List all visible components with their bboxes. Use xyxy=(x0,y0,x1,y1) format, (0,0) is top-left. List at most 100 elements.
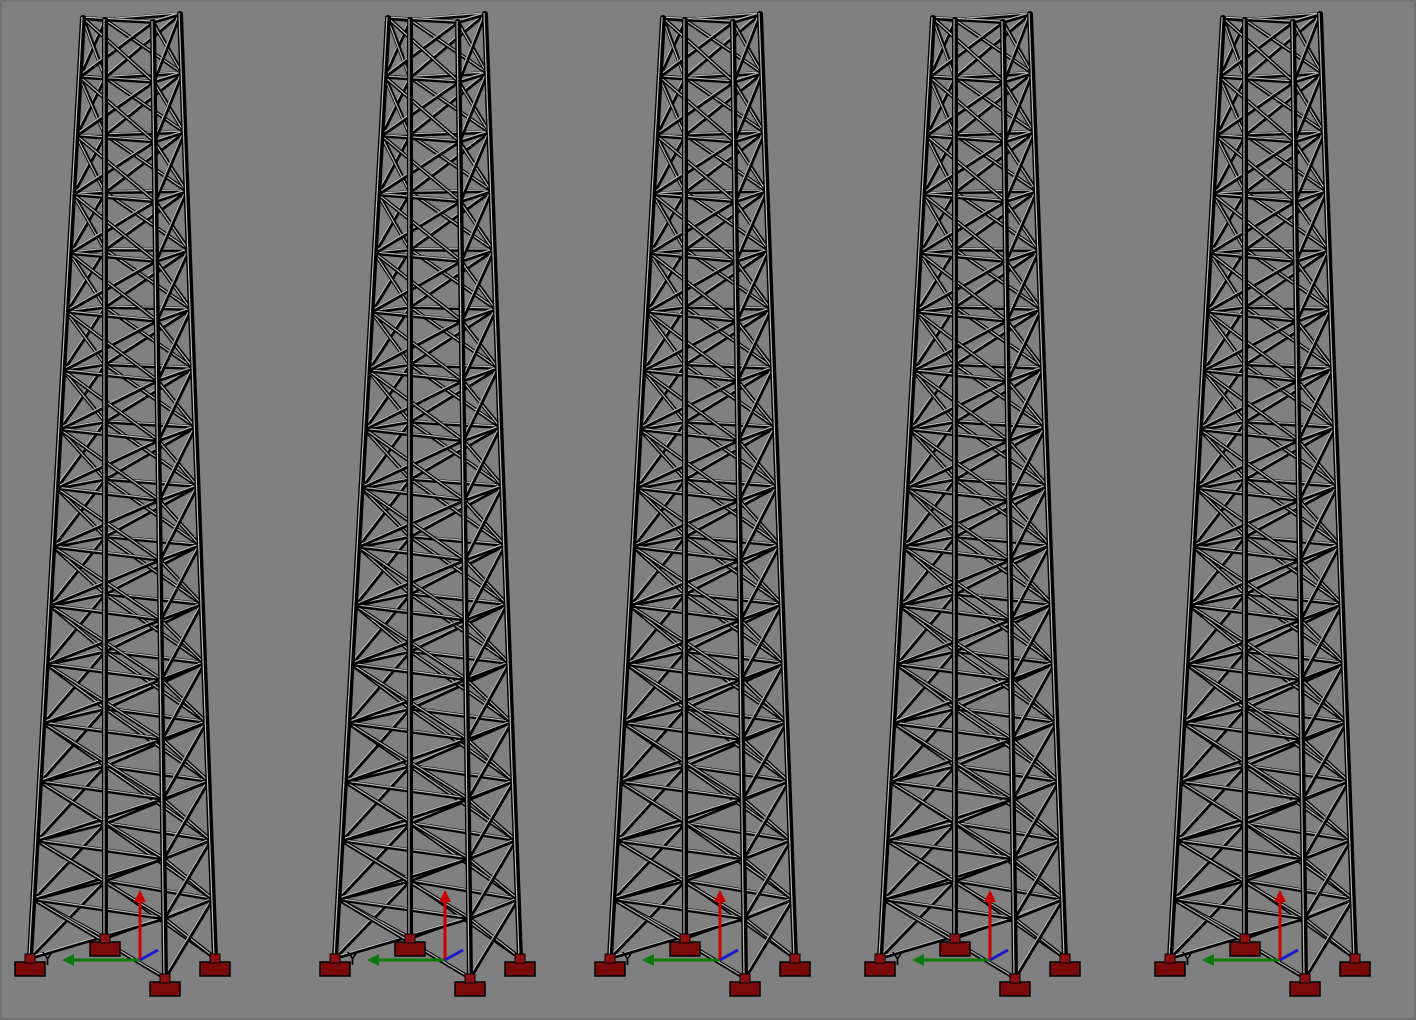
member-highlight xyxy=(928,75,1003,82)
member-highlight xyxy=(161,779,208,799)
member xyxy=(611,897,747,921)
member-highlight xyxy=(651,133,685,194)
member xyxy=(151,12,182,24)
member-highlight xyxy=(953,420,1045,427)
member xyxy=(637,427,741,443)
member-highlight xyxy=(157,425,195,500)
member-highlight xyxy=(1202,368,1297,381)
member-highlight xyxy=(953,477,1047,486)
support-top xyxy=(514,953,526,964)
member-highlight xyxy=(1011,779,1058,799)
member xyxy=(1010,720,1059,741)
member-highlight xyxy=(1211,192,1245,249)
member xyxy=(734,248,771,263)
member-highlight xyxy=(918,251,1006,261)
member-highlight xyxy=(466,720,511,799)
member-highlight xyxy=(912,368,1007,381)
member xyxy=(733,189,769,204)
member xyxy=(1211,192,1298,204)
member-highlight xyxy=(1010,720,1056,739)
member-highlight xyxy=(683,592,784,663)
member xyxy=(152,71,185,144)
member xyxy=(71,192,158,204)
member-highlight xyxy=(683,133,766,191)
member xyxy=(907,419,957,432)
member xyxy=(467,897,520,921)
member-highlight xyxy=(408,247,493,250)
member-highlight xyxy=(337,897,470,978)
member xyxy=(1302,838,1353,921)
member-highlight xyxy=(151,12,180,22)
member xyxy=(103,763,211,783)
member xyxy=(735,366,776,383)
member-highlight xyxy=(64,248,105,312)
support-top xyxy=(329,953,341,964)
member xyxy=(911,368,1010,383)
member-highlight xyxy=(408,420,502,486)
member-highlight xyxy=(658,75,734,141)
member-highlight xyxy=(158,543,199,560)
member-highlight xyxy=(622,721,742,739)
member-highlight xyxy=(648,190,685,253)
member-highlight xyxy=(363,427,463,440)
member-highlight xyxy=(379,134,460,201)
member xyxy=(103,534,202,547)
member-highlight xyxy=(1302,838,1350,859)
member-highlight xyxy=(953,75,1034,132)
member-highlight xyxy=(918,251,955,307)
member-highlight xyxy=(1002,71,1032,82)
member-highlight xyxy=(1299,602,1342,620)
member-highlight xyxy=(1004,189,1036,201)
member xyxy=(683,419,778,429)
member-highlight xyxy=(1221,16,1245,77)
member-highlight xyxy=(953,362,1043,368)
member xyxy=(81,16,155,24)
member-highlight xyxy=(369,248,410,312)
member-highlight xyxy=(408,592,509,663)
member-highlight xyxy=(408,706,511,722)
member xyxy=(466,838,518,861)
member-highlight xyxy=(71,133,105,194)
member-highlight xyxy=(615,838,743,859)
member xyxy=(743,897,795,980)
member xyxy=(953,821,1063,842)
member xyxy=(459,189,494,263)
member xyxy=(1012,897,1065,921)
member-highlight xyxy=(1243,879,1352,899)
axis-z-arrow xyxy=(1274,890,1286,902)
axis-y-arrow xyxy=(912,954,924,966)
member xyxy=(103,878,215,901)
member-highlight xyxy=(953,649,1056,722)
member xyxy=(1299,661,1347,682)
member-highlight xyxy=(1221,16,1293,22)
member-highlight xyxy=(735,307,771,380)
member xyxy=(736,425,778,443)
member xyxy=(1013,897,1065,980)
member xyxy=(157,484,200,562)
member xyxy=(160,720,209,801)
member xyxy=(159,661,207,682)
member xyxy=(1010,661,1057,741)
member xyxy=(460,366,501,383)
member xyxy=(1299,602,1344,682)
member-highlight xyxy=(1243,592,1344,663)
member-highlight xyxy=(683,764,788,781)
tower: Y xyxy=(594,11,811,997)
member-highlight xyxy=(1011,720,1056,799)
member xyxy=(157,543,202,562)
member-highlight xyxy=(35,838,164,918)
member xyxy=(457,130,492,144)
member xyxy=(1317,11,1358,961)
member xyxy=(740,779,791,801)
member-highlight xyxy=(103,706,206,722)
member xyxy=(339,838,471,861)
axis-x xyxy=(719,948,739,962)
member xyxy=(644,309,739,323)
member-highlight xyxy=(367,368,462,381)
member-highlight xyxy=(1178,780,1303,859)
member xyxy=(614,838,746,861)
member xyxy=(362,419,412,432)
member xyxy=(953,247,1041,252)
member-highlight xyxy=(1243,534,1342,604)
